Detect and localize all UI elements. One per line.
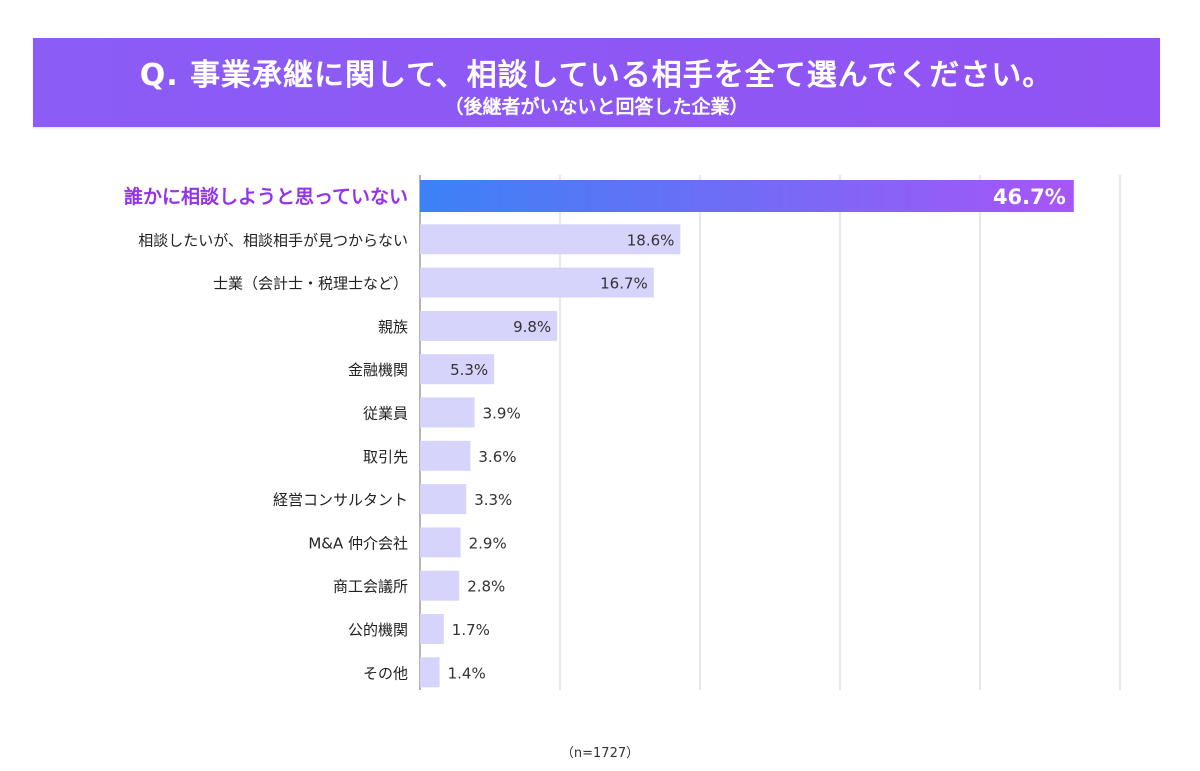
bars (420, 180, 1074, 688)
value-label: 1.4% (448, 664, 486, 682)
value-label: 2.9% (469, 534, 507, 552)
question-banner: Q. 事業承継に関して、相談している相手を全て選んでください。 （後継者がいない… (33, 38, 1160, 127)
category-labels: 誰かに相談しようと思っていない相談したいが、相談相手が見つからない士業（会計士・… (124, 185, 408, 682)
category-label: 士業（会計士・税理士など） (213, 275, 408, 293)
highlight-bar (420, 180, 1074, 212)
bar (420, 484, 467, 515)
question-subtitle: （後継者がいないと回答した企業） (444, 96, 749, 118)
value-label: 1.7% (452, 621, 490, 639)
bar (420, 657, 440, 688)
grid-lines (419, 175, 1121, 690)
category-label: 親族 (378, 318, 408, 336)
value-label: 3.9% (483, 405, 521, 423)
question-title: Q. 事業承継に関して、相談している相手を全て選んでください。 (139, 58, 1054, 93)
value-labels: 46.7% 18.6% 16.7% 9.8% 5.3% 3.9% 3.6% 3.3% 2.9% 2… (448, 185, 1066, 682)
bar (420, 440, 471, 471)
category-label: 経営コンサルタント (273, 491, 408, 509)
category-label: 誰かに相談しようと思っていない (124, 185, 408, 208)
category-label: その他 (363, 664, 408, 682)
bar (420, 224, 681, 255)
bar (420, 614, 444, 644)
value-label: 18.6% (627, 231, 675, 249)
bar (420, 354, 495, 385)
category-label: 商工会議所 (333, 578, 408, 596)
bar (420, 570, 460, 601)
category-label: 取引先 (363, 448, 408, 466)
bar (420, 397, 475, 428)
value-label: 16.7% (600, 275, 648, 293)
bar (420, 310, 558, 341)
value-label: 3.3% (474, 491, 512, 509)
value-label: 3.6% (478, 448, 516, 466)
value-label: 5.3% (450, 361, 488, 379)
value-label: 2.8% (467, 578, 505, 596)
bar (420, 527, 461, 558)
category-label: M&A 仲介会社 (308, 534, 408, 552)
category-label: 公的機関 (348, 621, 408, 639)
category-label: 金融機関 (348, 361, 408, 379)
value-label: 46.7% (993, 185, 1066, 209)
sample-size-note: （n=1727） (560, 746, 640, 761)
category-label: 従業員 (363, 405, 408, 423)
category-label: 相談したいが、相談相手が見つからない (138, 231, 408, 249)
value-label: 9.8% (513, 318, 551, 336)
bar (420, 267, 654, 298)
